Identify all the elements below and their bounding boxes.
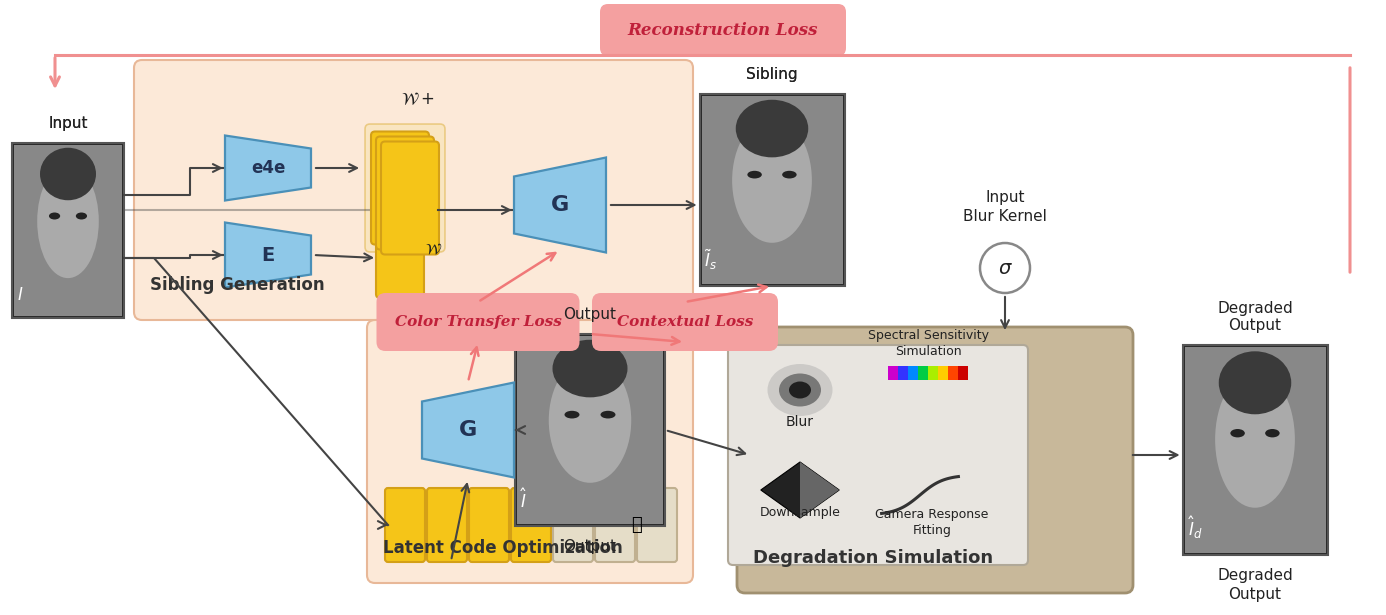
- Ellipse shape: [40, 148, 96, 200]
- Bar: [908, 366, 918, 380]
- Ellipse shape: [564, 411, 579, 418]
- Ellipse shape: [37, 164, 98, 278]
- Text: 🔒: 🔒: [631, 516, 642, 534]
- Text: Spectral Sensitivity
Simulation: Spectral Sensitivity Simulation: [868, 329, 988, 358]
- FancyBboxPatch shape: [511, 488, 552, 562]
- Text: Reconstruction Loss: Reconstruction Loss: [628, 22, 818, 39]
- FancyBboxPatch shape: [367, 320, 693, 583]
- Text: E: E: [262, 245, 274, 264]
- FancyBboxPatch shape: [737, 327, 1132, 593]
- Bar: [938, 366, 948, 380]
- Text: $\hat{I}_d$: $\hat{I}_d$: [1188, 514, 1202, 541]
- Text: Color Transfer Loss: Color Transfer Loss: [395, 315, 561, 329]
- Ellipse shape: [553, 339, 628, 397]
- Circle shape: [980, 243, 1030, 293]
- Ellipse shape: [76, 213, 87, 220]
- Ellipse shape: [732, 118, 812, 243]
- FancyBboxPatch shape: [600, 4, 845, 56]
- Text: Input: Input: [49, 116, 87, 130]
- Text: Degraded
Output: Degraded Output: [1217, 301, 1293, 333]
- Text: G: G: [550, 195, 570, 215]
- FancyBboxPatch shape: [381, 141, 439, 255]
- FancyBboxPatch shape: [377, 293, 579, 351]
- Ellipse shape: [1231, 429, 1245, 437]
- Text: G: G: [459, 420, 477, 440]
- Polygon shape: [514, 157, 606, 253]
- Ellipse shape: [600, 411, 615, 418]
- Bar: [517, 336, 663, 524]
- Ellipse shape: [1216, 371, 1295, 508]
- Text: Degraded
Output: Degraded Output: [1217, 568, 1293, 601]
- FancyBboxPatch shape: [376, 218, 424, 298]
- Bar: [700, 94, 844, 286]
- FancyBboxPatch shape: [728, 345, 1028, 565]
- FancyBboxPatch shape: [592, 293, 778, 351]
- FancyBboxPatch shape: [134, 60, 693, 320]
- Text: $\hat{I}$: $\hat{I}$: [520, 488, 528, 512]
- Bar: [14, 145, 122, 315]
- Text: Input: Input: [49, 116, 87, 130]
- Text: e4e: e4e: [251, 159, 286, 177]
- Text: Degradation Simulation: Degradation Simulation: [753, 549, 994, 567]
- FancyBboxPatch shape: [376, 137, 434, 250]
- Text: Blur: Blur: [786, 415, 814, 429]
- Text: Output: Output: [564, 307, 617, 322]
- Ellipse shape: [49, 213, 60, 220]
- Text: Sibling: Sibling: [746, 67, 798, 82]
- Ellipse shape: [782, 171, 797, 178]
- Text: $\mathcal{W}$: $\mathcal{W}$: [426, 242, 442, 258]
- FancyBboxPatch shape: [468, 488, 509, 562]
- FancyBboxPatch shape: [371, 132, 430, 245]
- Bar: [1182, 345, 1328, 555]
- Bar: [898, 366, 908, 380]
- Polygon shape: [800, 462, 839, 518]
- FancyBboxPatch shape: [595, 488, 635, 562]
- Ellipse shape: [768, 364, 833, 416]
- Text: Input
Blur Kernel: Input Blur Kernel: [963, 190, 1046, 224]
- Bar: [929, 366, 938, 380]
- Bar: [1185, 347, 1325, 553]
- Text: Sibling: Sibling: [746, 67, 798, 82]
- Bar: [918, 366, 929, 380]
- Polygon shape: [421, 383, 514, 477]
- FancyBboxPatch shape: [385, 488, 426, 562]
- Text: $\tilde{I}_s$: $\tilde{I}_s$: [704, 248, 718, 272]
- Text: Sibling Generation: Sibling Generation: [150, 276, 324, 294]
- Ellipse shape: [779, 373, 821, 407]
- Bar: [516, 334, 665, 526]
- Text: Output: Output: [564, 539, 617, 554]
- FancyBboxPatch shape: [365, 124, 445, 252]
- Text: Downsample: Downsample: [760, 506, 840, 519]
- Bar: [888, 366, 898, 380]
- Text: $\sigma$: $\sigma$: [998, 258, 1012, 277]
- Ellipse shape: [789, 381, 811, 399]
- FancyBboxPatch shape: [553, 488, 593, 562]
- Text: Camera Response
Fitting: Camera Response Fitting: [876, 508, 988, 537]
- Polygon shape: [225, 223, 310, 287]
- Bar: [958, 366, 967, 380]
- Text: $\mathit{I}$: $\mathit{I}$: [17, 285, 24, 303]
- Ellipse shape: [747, 171, 762, 178]
- Ellipse shape: [1265, 429, 1279, 437]
- Text: $\mathcal{W}+$: $\mathcal{W}+$: [402, 90, 435, 108]
- FancyBboxPatch shape: [638, 488, 676, 562]
- Polygon shape: [761, 462, 839, 518]
- Bar: [12, 143, 123, 317]
- FancyBboxPatch shape: [427, 488, 467, 562]
- Bar: [701, 96, 843, 284]
- Bar: [948, 366, 958, 380]
- Ellipse shape: [549, 358, 631, 483]
- Ellipse shape: [736, 100, 808, 157]
- Text: Latent Code Optimization: Latent Code Optimization: [383, 539, 622, 557]
- Polygon shape: [225, 135, 310, 200]
- Ellipse shape: [1218, 351, 1292, 415]
- Text: Contextual Loss: Contextual Loss: [617, 315, 753, 329]
